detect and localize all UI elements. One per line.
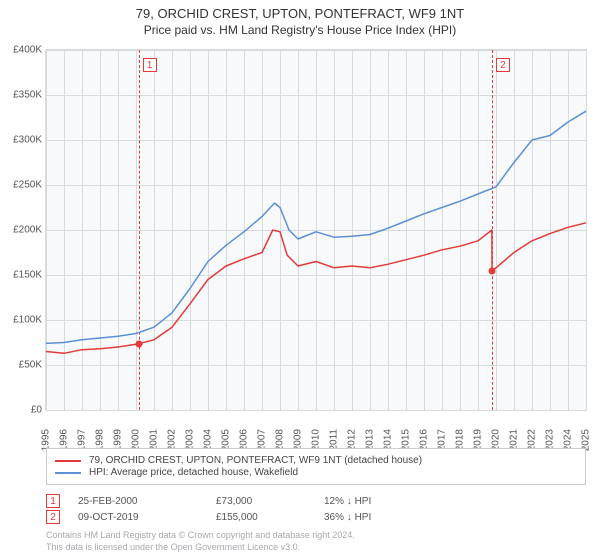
legend-swatch (55, 460, 81, 462)
footer-note: Contains HM Land Registry data © Crown c… (46, 530, 586, 553)
sales-row-date: 09-OCT-2019 (78, 512, 198, 523)
legend-label: 79, ORCHID CREST, UPTON, PONTEFRACT, WF9… (89, 455, 422, 466)
y-axis-tick-label: £300K (2, 135, 42, 146)
sales-row-delta: 36% ↓ HPI (324, 512, 444, 523)
sales-table-row: 2 09-OCT-2019 £155,000 36% ↓ HPI (46, 510, 586, 524)
footer-line1: Contains HM Land Registry data © Crown c… (46, 530, 586, 542)
sales-table-row: 1 25-FEB-2000 £73,000 12% ↓ HPI (46, 494, 586, 508)
sales-table: 1 25-FEB-2000 £73,000 12% ↓ HPI 2 09-OCT-2019… (46, 494, 586, 526)
y-axis-tick-label: £100K (2, 315, 42, 326)
y-axis-tick-label: £250K (2, 180, 42, 191)
footer-line2: This data is licensed under the Open Gov… (46, 542, 586, 554)
y-axis-tick-label: £350K (2, 90, 42, 101)
chart-title-block: 79, ORCHID CREST, UPTON, PONTEFRACT, WF9… (0, 0, 600, 38)
chart-lines-svg (46, 50, 586, 410)
y-axis-tick-label: £50K (2, 360, 42, 371)
chart-title-subtitle: Price paid vs. HM Land Registry's House … (0, 23, 600, 39)
y-axis-tick-label: £0 (2, 405, 42, 416)
sales-row-delta: 12% ↓ HPI (324, 496, 444, 507)
sales-row-date: 25-FEB-2000 (78, 496, 198, 507)
chart-plot: £0£50K£100K£150K£200K£250K£300K£350K£400… (46, 50, 586, 410)
sales-row-price: £155,000 (216, 512, 306, 523)
series-line-hpi (46, 111, 586, 343)
y-axis-tick-label: £150K (2, 270, 42, 281)
legend-swatch (55, 472, 81, 474)
y-axis-tick-label: £400K (2, 45, 42, 56)
legend-row: HPI: Average price, detached house, Wake… (55, 467, 577, 478)
series-line-price_paid (46, 223, 586, 353)
sales-row-price: £73,000 (216, 496, 306, 507)
legend-label: HPI: Average price, detached house, Wake… (89, 467, 298, 478)
sales-row-number: 2 (46, 510, 60, 524)
legend-row: 79, ORCHID CREST, UPTON, PONTEFRACT, WF9… (55, 455, 577, 466)
y-axis-tick-label: £200K (2, 225, 42, 236)
chart-title-address: 79, ORCHID CREST, UPTON, PONTEFRACT, WF9… (0, 6, 600, 23)
chart-legend: 79, ORCHID CREST, UPTON, PONTEFRACT, WF9… (46, 448, 586, 485)
sales-row-number: 1 (46, 494, 60, 508)
